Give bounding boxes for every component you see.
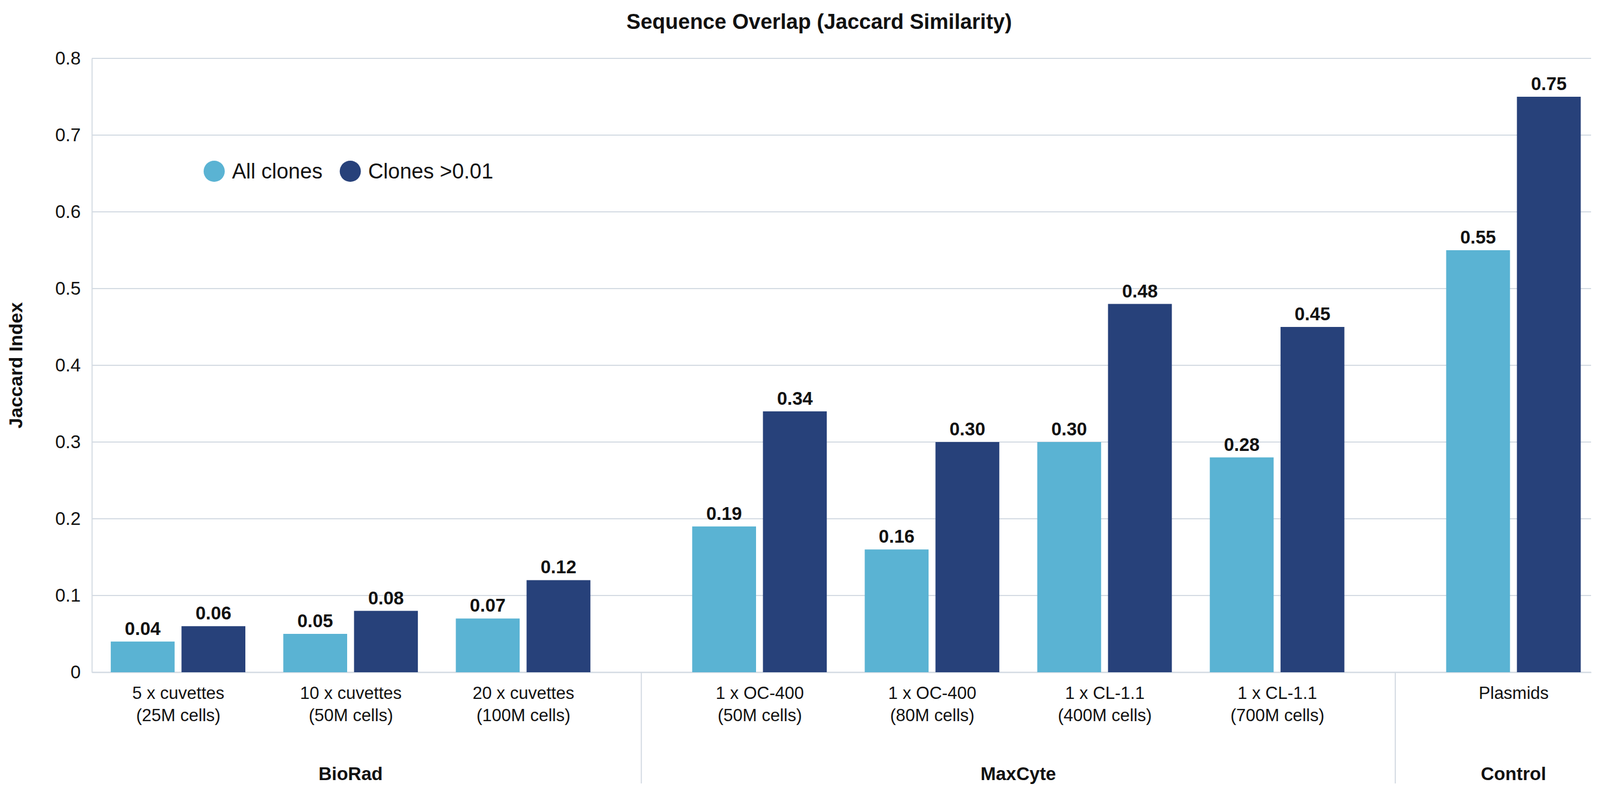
y-tick: 0.7	[55, 124, 92, 146]
data-label: 0.16	[878, 526, 915, 547]
bar	[1210, 457, 1274, 673]
data-label: 0.28	[1223, 434, 1260, 456]
plot: 0 0.1 0.2 0.3 0.4 0.5 0.6 0.7 0.8 5 x cuvettes(25…	[55, 47, 1592, 785]
grid-line	[91, 595, 1592, 597]
x-tick-label: 1 x OC-400(80M cells)	[888, 683, 977, 726]
x-tick-label: 20 x cuvettes(100M cells)	[472, 683, 575, 726]
data-label: 0.04	[124, 618, 161, 640]
bar	[1036, 442, 1101, 673]
grid-line	[91, 57, 1592, 59]
y-tick-label: 0.6	[55, 201, 81, 222]
title: Sequence Overlap (Jaccard Similarity)	[626, 10, 1012, 34]
group-label: MaxCyte	[980, 763, 1057, 785]
data-label: 0.30	[1051, 418, 1088, 440]
data-label: 0.30	[949, 418, 986, 440]
x-tick: 10 x cuvettes(50M cells)	[299, 672, 402, 726]
y-tick: 0.2	[55, 508, 92, 530]
grid-line	[91, 518, 1592, 520]
group-label: Control	[1480, 763, 1547, 785]
x-tick: 1 x CL-1.1(400M cells)	[1058, 672, 1153, 726]
bar	[1108, 304, 1173, 673]
legend-swatch	[203, 160, 225, 182]
x-tick: 20 x cuvettes(100M cells)	[472, 672, 575, 726]
data-label: 0.12	[540, 556, 577, 578]
data-label: 0.34	[777, 388, 814, 409]
x-tick: Plasmids	[1478, 672, 1549, 704]
grid-line	[91, 134, 1592, 136]
bar	[353, 611, 418, 673]
x-tick-label: 5 x cuvettes(25M cells)	[132, 683, 225, 726]
y-tick-label: 0.1	[55, 585, 81, 606]
x-tick: 1 x OC-400(80M cells)	[888, 672, 977, 726]
y-tick: 0	[70, 662, 92, 683]
chart: 0 0.1 0.2 0.3 0.4 0.5 0.6 0.7 0.8 5 x cuvettes(25…	[0, 0, 1600, 794]
grid	[91, 58, 1592, 673]
x-tick: 1 x CL-1.1(700M cells)	[1230, 672, 1325, 726]
data-label: 0.05	[297, 610, 333, 632]
x-tick-label: Plasmids	[1478, 683, 1549, 704]
y-axis: 0 0.1 0.2 0.3 0.4 0.5 0.6 0.7 0.8	[55, 47, 92, 683]
bar	[762, 411, 827, 673]
bars	[110, 96, 1581, 673]
y-axis-line	[91, 58, 93, 674]
grid-line	[91, 441, 1592, 443]
bar	[283, 634, 348, 673]
x-tick-label: 10 x cuvettes(50M cells)	[299, 683, 402, 726]
bar	[935, 442, 1000, 673]
y-tick-label: 0.5	[55, 278, 81, 299]
legend-swatch	[339, 160, 362, 182]
bar	[692, 526, 757, 673]
bar	[864, 549, 929, 673]
y-tick: 0.5	[55, 278, 92, 299]
data-label: 0.75	[1531, 73, 1567, 95]
bar	[110, 642, 175, 673]
data-label: 0.07	[470, 595, 506, 616]
x-tick-label: 1 x CL-1.1(700M cells)	[1230, 683, 1325, 726]
data-label: 0.08	[368, 588, 404, 609]
grid-line	[91, 211, 1592, 213]
y-axis-title: Jaccard Index	[5, 302, 27, 429]
y-tick-label: 0.2	[55, 508, 81, 530]
y-tick-label: 0.7	[55, 124, 81, 146]
y-tick: 0.4	[55, 354, 92, 376]
y-tick: 0.3	[55, 431, 92, 453]
legend-label: Clones >0.01	[368, 159, 494, 184]
data-labels: 0.04 0.05 0.07 0.19 0.16 0.30 0.28 0.55 0.06 0.08…	[124, 73, 1567, 640]
legend: All clones Clones >0.01	[203, 159, 494, 184]
bar	[181, 626, 246, 673]
data-label: 0.06	[195, 603, 232, 624]
legend-item: All clones	[203, 159, 323, 184]
data-label: 0.48	[1122, 280, 1158, 302]
y-tick-label: 0.3	[55, 431, 81, 453]
x-tick-label: 1 x CL-1.1(400M cells)	[1058, 683, 1153, 726]
x-tick: 1 x OC-400(50M cells)	[715, 672, 804, 726]
data-label: 0.55	[1460, 226, 1496, 248]
bar	[1517, 96, 1582, 673]
group-separator	[640, 672, 643, 784]
y-tick: 0.6	[55, 201, 92, 222]
y-tick-label: 0.8	[55, 47, 81, 69]
y-tick: 0.1	[55, 585, 92, 606]
grid-line	[91, 364, 1592, 367]
data-label: 0.19	[705, 503, 742, 525]
data-label: 0.45	[1294, 303, 1331, 325]
x-tick-label: 1 x OC-400(50M cells)	[715, 683, 804, 726]
y-tick: 0.8	[55, 47, 92, 69]
bar	[455, 618, 520, 673]
group-separator	[1394, 672, 1396, 784]
bar	[1445, 250, 1510, 673]
legend-label: All clones	[231, 159, 323, 184]
group-label: BioRad	[318, 763, 383, 785]
x-tick: 5 x cuvettes(25M cells)	[132, 672, 225, 726]
bar	[1280, 327, 1345, 673]
legend-item: Clones >0.01	[339, 159, 494, 184]
group-separators	[641, 672, 1396, 784]
x-axis: 5 x cuvettes(25M cells) 10 x cuvettes(50M…	[92, 672, 1592, 726]
y-tick-label: 0.4	[55, 354, 81, 376]
y-tick-label: 0	[70, 662, 81, 683]
grid-line	[91, 288, 1592, 290]
bar	[526, 580, 591, 673]
